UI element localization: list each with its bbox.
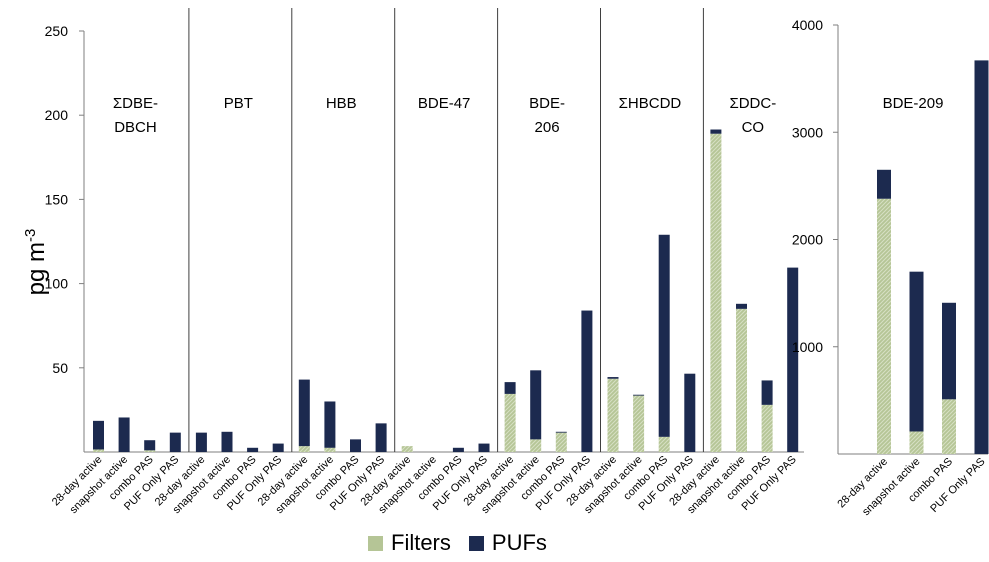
bar-filters xyxy=(736,308,747,452)
group-label: ΣHBCDD xyxy=(619,95,682,112)
y-tick-label: 50 xyxy=(52,360,68,376)
y-tick-label: 1000 xyxy=(792,339,823,355)
bar-pufs xyxy=(298,379,310,447)
bar-pufs xyxy=(710,129,722,134)
group-label: ΣDDC- xyxy=(729,95,776,112)
y-tick-label: 250 xyxy=(45,23,69,39)
bar-pufs xyxy=(633,394,645,396)
bar-pufs xyxy=(761,380,773,405)
group-label: HBB xyxy=(326,95,357,112)
y-tick-label: 4000 xyxy=(792,17,823,33)
bar-pufs xyxy=(118,417,130,452)
legend-item-pufs: PUFs xyxy=(468,530,547,556)
y-tick-label: 100 xyxy=(45,276,69,292)
bar-pufs xyxy=(607,377,619,379)
bar-pufs xyxy=(195,432,207,452)
bar-pufs xyxy=(324,401,336,448)
bar-pufs xyxy=(478,443,490,452)
bar-filters xyxy=(761,404,773,452)
y-tick-label: 200 xyxy=(45,107,69,123)
bar-pufs xyxy=(555,431,567,433)
bar-filters xyxy=(504,393,516,452)
bar-filters xyxy=(530,439,542,452)
bar-pufs xyxy=(974,60,989,455)
bar-pufs xyxy=(272,443,284,452)
bar-filters xyxy=(710,133,722,452)
bar-pufs xyxy=(736,303,747,309)
bar-pufs xyxy=(504,382,516,394)
bar-pufs xyxy=(93,420,104,450)
bar-pufs xyxy=(144,440,156,451)
bar-filters xyxy=(909,431,924,454)
legend-label-pufs: PUFs xyxy=(491,530,547,555)
bar-pufs xyxy=(221,431,233,452)
bar-pufs xyxy=(658,234,670,437)
bar-filters xyxy=(298,446,310,452)
bar-pufs xyxy=(909,271,924,432)
bar-pufs xyxy=(684,373,696,452)
bar-pufs xyxy=(350,439,361,452)
group-label: BDE-47 xyxy=(418,95,471,112)
y-tick-label: 3000 xyxy=(792,124,823,140)
group-label: DBCH xyxy=(114,119,157,136)
bar-filters xyxy=(324,447,336,452)
bar-filters xyxy=(144,450,156,452)
bar-pufs xyxy=(581,310,593,452)
legend-label-filters: Filters xyxy=(391,530,451,555)
group-label: 206 xyxy=(535,119,560,136)
bar-filters xyxy=(877,198,891,454)
x-tick-label: snapshot active xyxy=(860,456,923,519)
bar-pufs xyxy=(877,169,891,199)
bar-filters xyxy=(555,432,567,452)
group-label: BDE- xyxy=(529,95,565,112)
bar-pufs xyxy=(787,267,799,452)
y-tick-label: 150 xyxy=(45,191,69,207)
legend-swatch-pufs xyxy=(468,535,484,551)
bar-pufs xyxy=(452,447,464,452)
legend-swatch-filters xyxy=(368,535,383,551)
bar-pufs xyxy=(375,423,387,452)
bar-filters xyxy=(658,436,670,452)
group-label: ΣDBE- xyxy=(113,95,158,112)
bar-filters xyxy=(633,395,645,452)
group-label: CO xyxy=(742,119,765,136)
group-label: BDE-209 xyxy=(883,95,944,112)
bar-pufs xyxy=(942,302,956,400)
bar-pufs xyxy=(530,370,542,440)
bar-pufs xyxy=(169,432,181,452)
bar-filters xyxy=(93,449,104,452)
bar-filters xyxy=(401,446,413,452)
legend-item-filters: Filters xyxy=(368,530,451,556)
bar-filters xyxy=(607,378,619,452)
legend: Filters PUFs xyxy=(368,530,565,556)
bar-pufs xyxy=(247,447,259,452)
y-tick-label: 2000 xyxy=(792,232,823,248)
y-axis-label: pg m-3 xyxy=(22,229,50,296)
bar-filters xyxy=(942,399,956,454)
group-label: PBT xyxy=(224,95,253,112)
